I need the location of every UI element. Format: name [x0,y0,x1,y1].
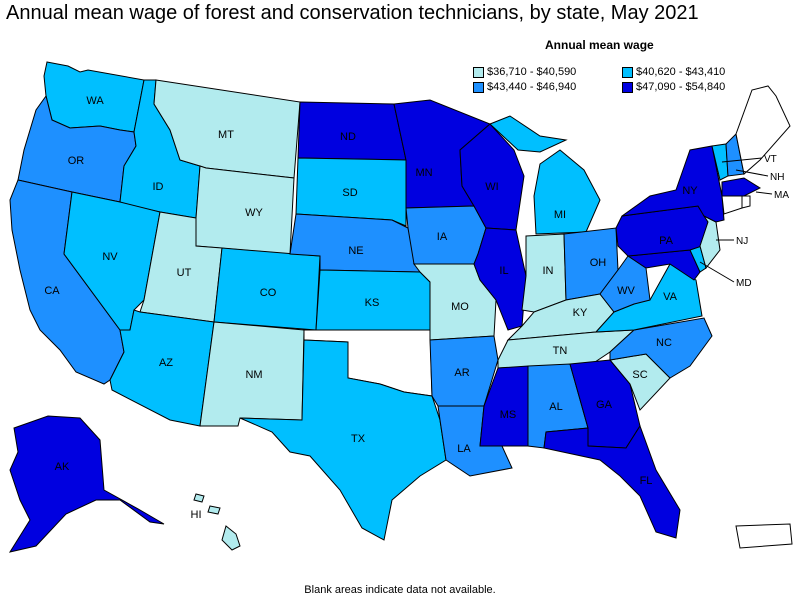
state-WV[interactable] [599,255,651,313]
state-label-TX: TX [351,433,366,445]
legend-label-4: $47,090 - $54,840 [636,81,726,93]
state-label-OR: OR [68,155,85,167]
legend-swatch-3 [473,81,484,93]
state-label-WA: WA [86,95,104,107]
state-label-LA: LA [457,443,471,455]
state-label-AK: AK [55,461,70,473]
state-label-IN: IN [543,265,554,277]
state-label-IA: IA [437,231,448,243]
state-label-MO: MO [451,301,469,313]
state-label-FL: FL [640,475,653,487]
legend-label-2: $40,620 - $43,410 [636,66,726,78]
state-label-WI: WI [485,181,498,193]
state-label-IL: IL [499,265,508,277]
state-label-SD: SD [342,187,357,199]
legend-item-2: $40,620 - $43,410 [622,66,725,78]
state-label-MA: MA [774,190,789,201]
leader-line-md [699,261,735,283]
legend-title: Annual mean wage [545,38,654,52]
state-label-NJ: NJ [736,236,748,247]
state-label-MS: MS [500,409,517,421]
state-HI-islands-2[interactable] [207,505,221,515]
leader-line-ma [755,191,773,195]
state-label-CO: CO [260,287,277,299]
state-label-UT: UT [177,267,192,279]
state-AK[interactable] [8,415,165,553]
legend-item-3: $43,440 - $46,940 [473,81,576,93]
state-RI[interactable] [741,195,751,209]
legend-item-4: $47,090 - $54,840 [622,81,725,93]
state-label-WY: WY [245,207,263,219]
state-label-KS: KS [365,297,380,309]
footnote: Blank areas indicate data not available. [304,584,496,596]
leader-line-nh [735,169,769,177]
leader-line-vt [721,157,763,163]
state-label-AL: AL [549,401,562,413]
state-label-HI: HI [191,509,202,521]
state-NC[interactable] [609,317,713,379]
state-label-AR: AR [454,367,469,379]
state-label-NV: NV [102,251,118,263]
state-label-CA: CA [44,285,60,297]
state-label-NY: NY [682,185,698,197]
legend-swatch-1 [473,66,484,78]
state-FL[interactable] [543,424,681,539]
state-label-ID: ID [153,181,164,193]
state-TX[interactable] [239,339,447,541]
state-HI[interactable] [221,525,241,551]
state-label-KY: KY [573,307,588,319]
state-label-VT: VT [764,154,777,165]
territory-PR[interactable] [735,523,793,549]
state-label-NC: NC [656,337,672,349]
state-MI[interactable] [533,149,601,235]
state-label-MI: MI [554,209,566,221]
state-label-SC: SC [632,369,647,381]
state-label-NE: NE [348,245,363,257]
state-label-WV: WV [617,285,635,297]
state-label-VA: VA [663,291,678,303]
state-label-OH: OH [590,257,607,269]
map-title: Annual mean wage of forest and conservat… [6,2,699,24]
state-MA[interactable] [721,177,762,197]
state-label-PA: PA [659,235,674,247]
state-label-NH: NH [770,172,784,183]
state-label-MD: MD [736,278,752,289]
legend-swatch-2 [622,66,633,78]
state-CT[interactable] [721,195,743,215]
state-label-TN: TN [553,345,568,357]
legend-label-3: $43,440 - $46,940 [487,81,577,93]
state-label-GA: GA [596,399,613,411]
state-MI-upper[interactable] [489,115,568,153]
state-label-ND: ND [340,131,356,143]
state-ME[interactable] [735,85,791,175]
state-label-MN: MN [415,167,432,179]
state-label-NM: NM [245,369,262,381]
legend-swatch-4 [622,81,633,93]
state-HI-islands[interactable] [193,493,205,503]
legend-item-1: $36,710 - $40,590 [473,66,576,78]
state-IL[interactable] [473,227,527,331]
state-label-MT: MT [218,129,234,141]
legend-label-1: $36,710 - $40,590 [487,66,577,78]
state-label-AZ: AZ [159,357,173,369]
